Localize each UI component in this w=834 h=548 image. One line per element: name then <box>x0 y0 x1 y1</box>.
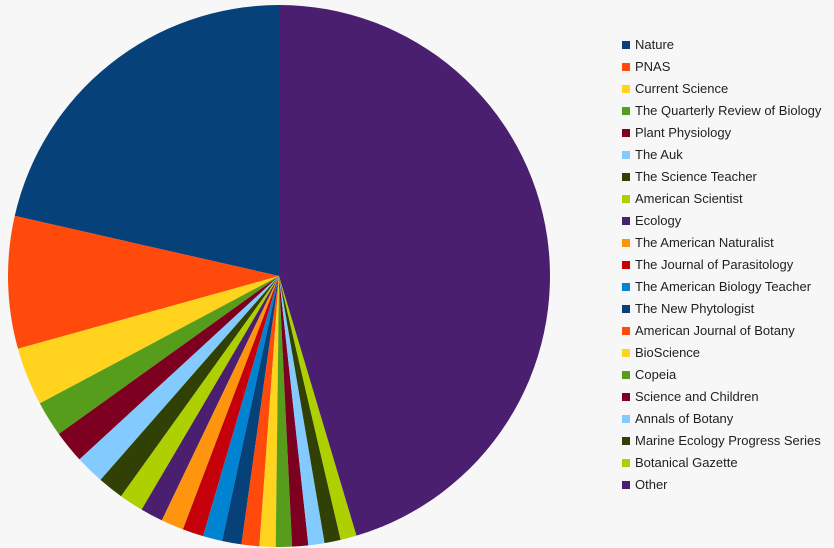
legend: Nature PNAS Current Science The Quarterly R… <box>622 34 821 496</box>
legend-item: Plant Physiology <box>622 122 821 144</box>
legend-label: Nature <box>635 37 675 52</box>
legend-swatch <box>622 217 630 225</box>
legend-swatch <box>622 283 630 291</box>
legend-swatch <box>622 107 630 115</box>
legend-label: The Quarterly Review of Biology <box>635 103 822 118</box>
legend-label: The Science Teacher <box>635 169 757 184</box>
legend-label: American Journal of Botany <box>635 323 795 338</box>
legend-label: Marine Ecology Progress Series <box>635 433 821 448</box>
legend-item: The Journal of Parasitology <box>622 254 821 276</box>
legend-swatch <box>622 63 630 71</box>
pie-slice <box>100 276 280 497</box>
legend-item: Botanical Gazette <box>622 452 821 474</box>
legend-item: American Scientist <box>622 188 821 210</box>
legend-label: American Scientist <box>635 191 743 206</box>
legend-item: The American Biology Teacher <box>622 276 821 298</box>
pie-slice <box>279 276 357 540</box>
legend-label: Copeia <box>635 367 677 382</box>
legend-swatch <box>622 151 630 159</box>
legend-item: Copeia <box>622 364 821 386</box>
pie-slice <box>39 276 280 434</box>
pie-slice <box>14 5 280 276</box>
legend-label: Botanical Gazette <box>635 455 738 470</box>
pie-slice <box>141 276 279 521</box>
legend-swatch <box>622 41 630 49</box>
legend-swatch <box>622 437 630 445</box>
pie-slice <box>279 276 341 544</box>
legend-item: Nature <box>622 34 821 56</box>
legend-item: The American Naturalist <box>622 232 821 254</box>
legend-swatch <box>622 415 630 423</box>
legend-item: The Auk <box>622 144 821 166</box>
legend-swatch <box>622 195 630 203</box>
legend-swatch <box>622 173 630 181</box>
pie-slice <box>241 276 279 547</box>
legend-label: The American Biology Teacher <box>635 279 812 294</box>
legend-item: Science and Children <box>622 386 821 408</box>
pie-slice <box>279 5 551 536</box>
legend-item: Other <box>622 474 821 496</box>
legend-item: The Science Teacher <box>622 166 821 188</box>
pie-slice <box>79 276 280 480</box>
pie-slice <box>7 215 279 349</box>
legend-item: American Journal of Botany <box>622 320 821 342</box>
legend-swatch <box>622 371 630 379</box>
legend-label: Ecology <box>635 213 682 228</box>
legend-item: PNAS <box>622 56 821 78</box>
legend-item: BioScience <box>622 342 821 364</box>
pie-slice <box>279 276 309 547</box>
legend-swatch <box>622 305 630 313</box>
pie-slice <box>17 276 279 404</box>
pie-slice <box>275 276 293 547</box>
legend-swatch <box>622 327 630 335</box>
legend-item: The New Phytologist <box>622 298 821 320</box>
legend-item: The Quarterly Review of Biology <box>622 100 821 122</box>
pie-slice <box>121 276 279 510</box>
legend-swatch <box>622 129 630 137</box>
legend-label: Plant Physiology <box>635 125 732 140</box>
legend-item: Marine Ecology Progress Series <box>622 430 821 452</box>
legend-label: Science and Children <box>635 389 759 404</box>
legend-label: The New Phytologist <box>635 301 755 316</box>
legend-label: BioScience <box>635 345 701 360</box>
legend-swatch <box>622 349 630 357</box>
pie-slice <box>182 276 279 537</box>
legend-label: Current Science <box>635 81 729 96</box>
pie-slice <box>279 276 325 546</box>
legend-label: Annals of Botany <box>635 411 734 426</box>
legend-swatch <box>622 239 630 247</box>
legend-label: The Auk <box>635 147 683 162</box>
pie-slice <box>58 276 279 460</box>
legend-label: Other <box>635 477 668 492</box>
legend-item: Annals of Botany <box>622 408 821 430</box>
legend-swatch <box>622 393 630 401</box>
pie-slice <box>161 276 279 530</box>
pie-slice <box>222 276 279 545</box>
legend-item: Ecology <box>622 210 821 232</box>
legend-label: The Journal of Parasitology <box>635 257 794 272</box>
legend-swatch <box>622 261 630 269</box>
legend-swatch <box>622 459 630 467</box>
legend-label: The American Naturalist <box>635 235 774 250</box>
pie-slice <box>259 276 279 547</box>
legend-swatch <box>622 481 630 489</box>
legend-label: PNAS <box>635 59 671 74</box>
legend-swatch <box>622 85 630 93</box>
pie-slice <box>203 276 279 541</box>
legend-item: Current Science <box>622 78 821 100</box>
